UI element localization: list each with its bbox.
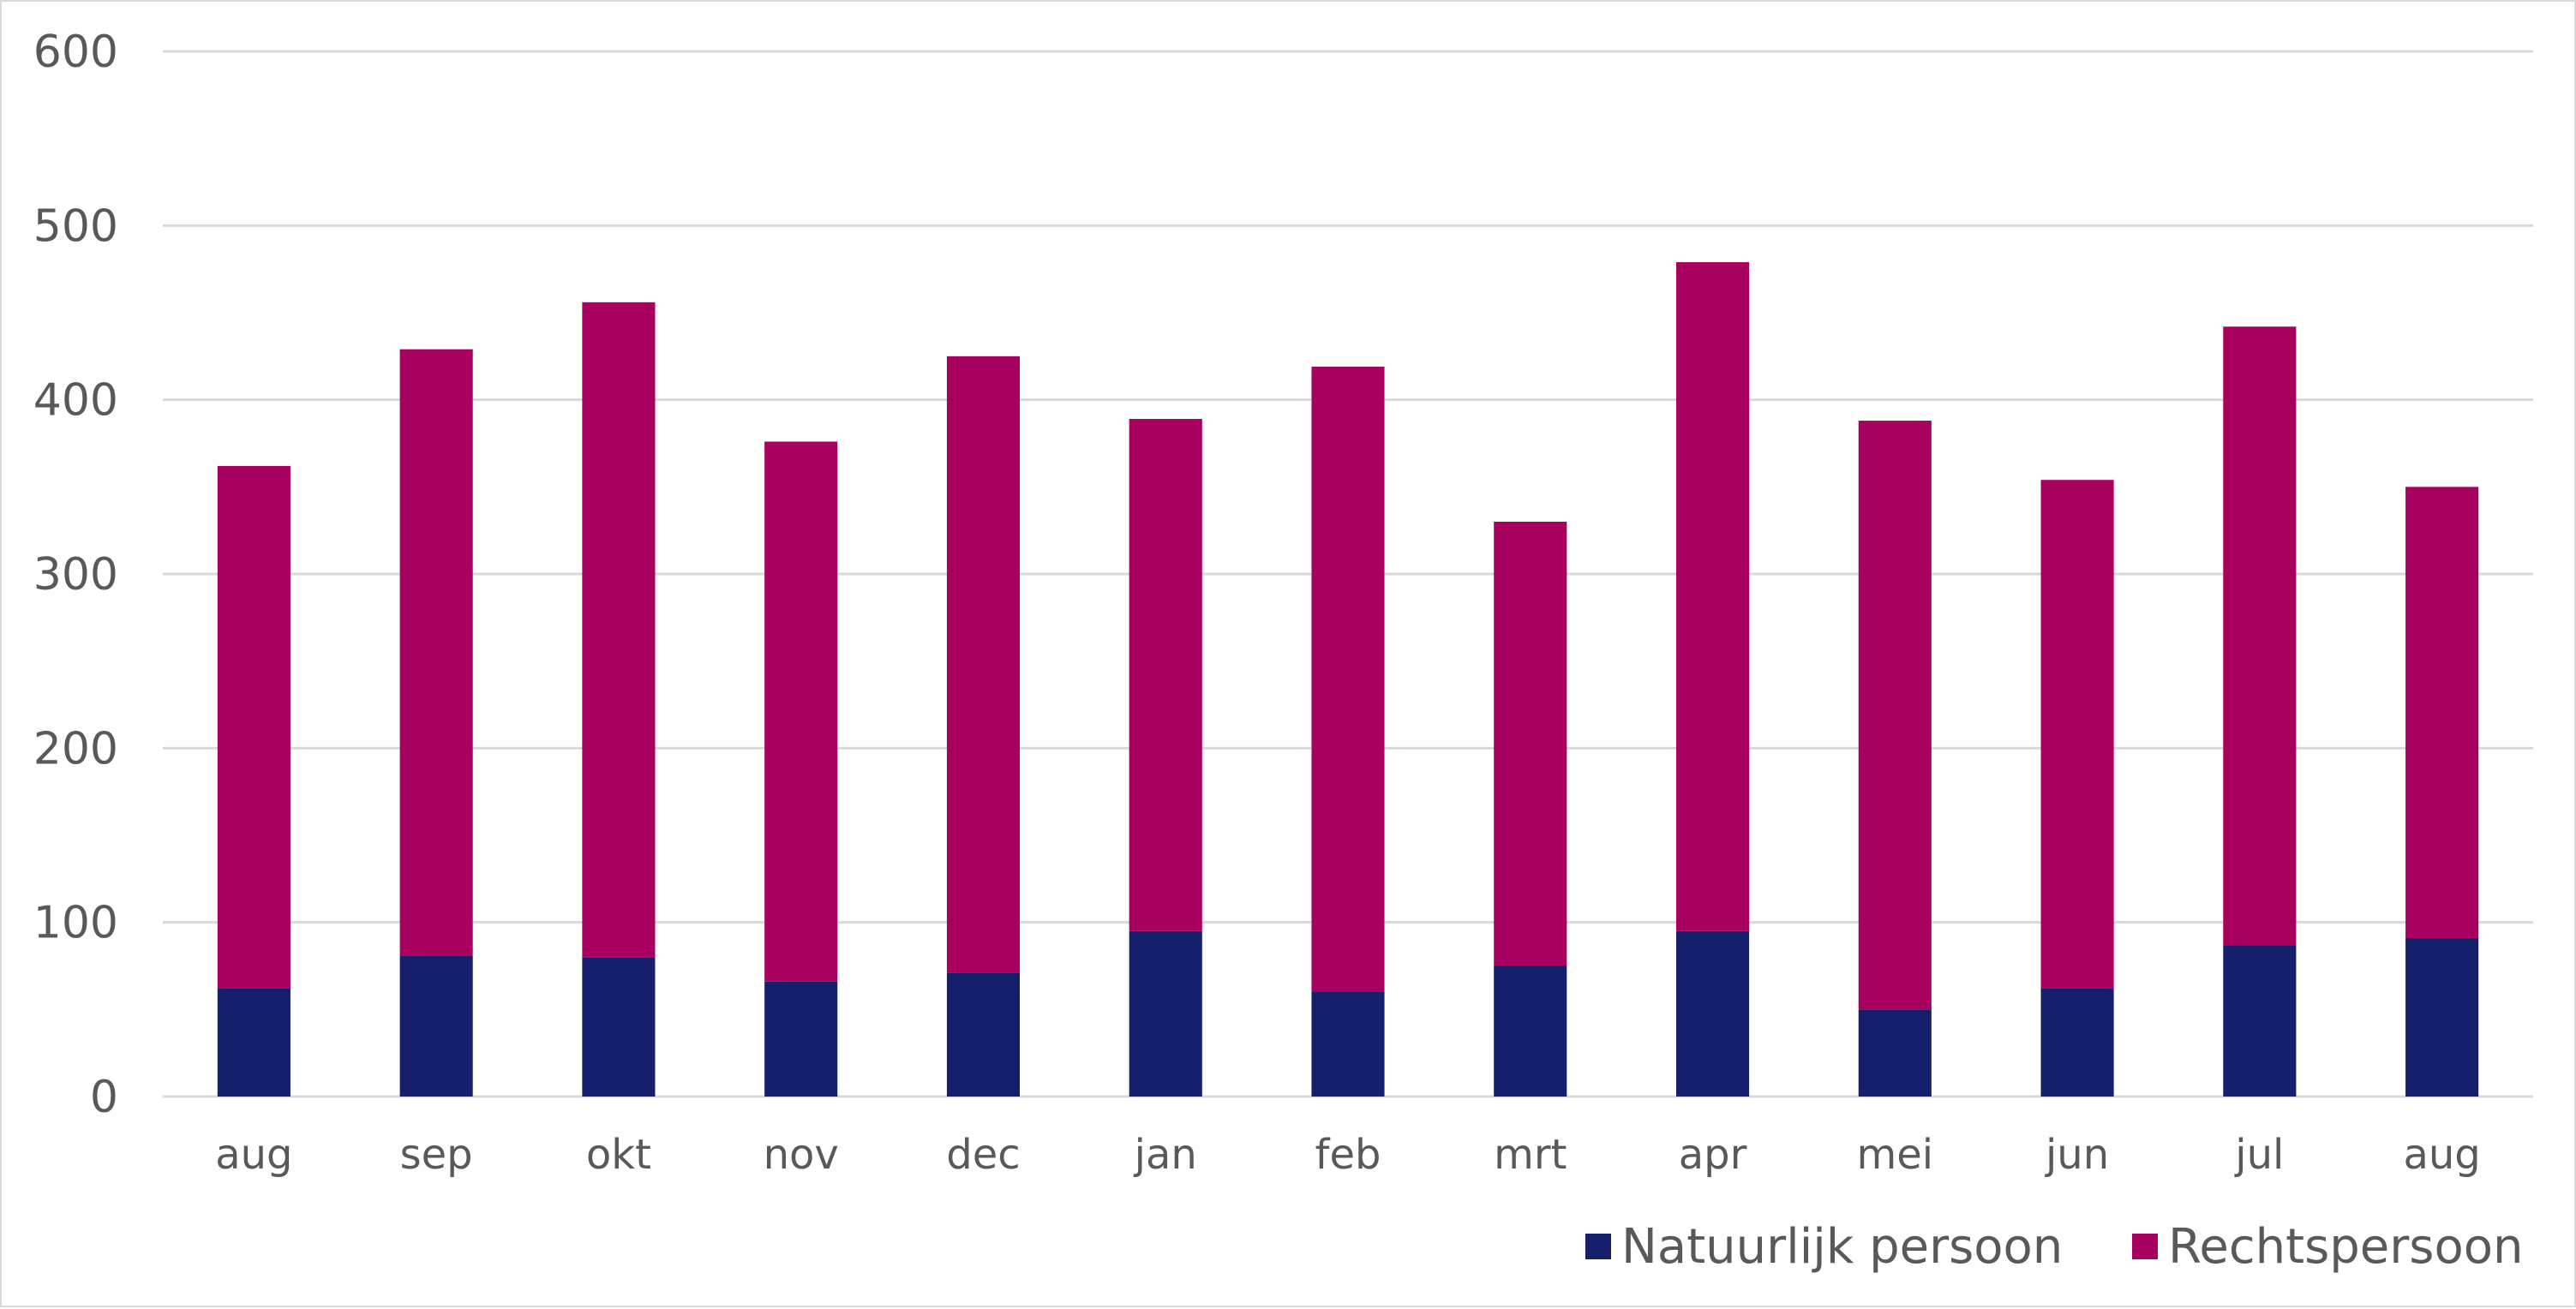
bar-segment	[217, 988, 291, 1097]
legend-label: Rechtspersoon	[2168, 1219, 2523, 1275]
bars	[217, 262, 2479, 1097]
x-category-label: jun	[2045, 1131, 2109, 1179]
x-category-label: jul	[2234, 1131, 2284, 1179]
y-tick-label: 400	[33, 375, 118, 427]
y-tick-label: 600	[33, 27, 118, 78]
bar-segment	[399, 349, 473, 956]
x-category-label: aug	[2403, 1131, 2480, 1179]
bar-segment	[2223, 326, 2297, 946]
bar-segment	[399, 955, 473, 1097]
bar-segment	[2405, 937, 2479, 1097]
bar-segment	[1858, 1009, 1932, 1097]
bar-segment	[582, 302, 656, 958]
x-axis-category-labels: aug sep okt nov dec jan feb mrt apr mei jun jul aug	[215, 1131, 2481, 1179]
bar-segment	[1129, 419, 1202, 931]
bar-segment	[2040, 988, 2114, 1097]
legend-label: Natuurlijk persoon	[1621, 1219, 2063, 1275]
x-category-label: okt	[586, 1131, 651, 1179]
x-category-label: aug	[215, 1131, 292, 1179]
y-tick-label: 200	[33, 723, 118, 774]
y-axis-tick-labels: 0 100 200 300 400 500 600	[33, 27, 118, 1123]
bar-segment	[946, 356, 1021, 973]
bar-segment	[1675, 262, 1750, 931]
y-tick-label: 300	[33, 549, 118, 601]
bar-segment	[1494, 522, 1567, 966]
x-category-label: sep	[400, 1131, 473, 1179]
bar-segment	[582, 957, 656, 1097]
x-category-label: mei	[1856, 1131, 1933, 1179]
bar-segment	[217, 465, 291, 989]
bar-segment	[2040, 480, 2114, 989]
y-tick-label: 100	[33, 898, 118, 949]
legend: Natuurlijk persoon Rechtspersoon	[1585, 1219, 2523, 1275]
bar-segment	[2223, 945, 2297, 1097]
bar-segment	[764, 981, 838, 1097]
x-category-label: jan	[1134, 1131, 1197, 1179]
y-tick-label: 500	[33, 200, 118, 252]
bar-segment	[2405, 487, 2479, 938]
bar-segment	[1311, 992, 1385, 1097]
bar-segment	[1858, 421, 1932, 1010]
bar-segment	[1311, 367, 1385, 992]
bar-segment	[1494, 965, 1567, 1097]
x-category-label: feb	[1315, 1131, 1381, 1179]
bar-segment	[946, 972, 1021, 1097]
bar-segment	[1129, 930, 1202, 1097]
x-category-label: mrt	[1494, 1131, 1567, 1179]
x-category-label: nov	[764, 1131, 839, 1179]
bar-segment	[1675, 930, 1750, 1097]
bar-segment	[764, 441, 838, 982]
legend-swatch	[2132, 1234, 2158, 1259]
x-category-label: dec	[946, 1131, 1020, 1179]
legend-swatch	[1585, 1234, 1611, 1259]
x-category-label: apr	[1679, 1131, 1747, 1179]
y-tick-label: 0	[90, 1072, 118, 1123]
